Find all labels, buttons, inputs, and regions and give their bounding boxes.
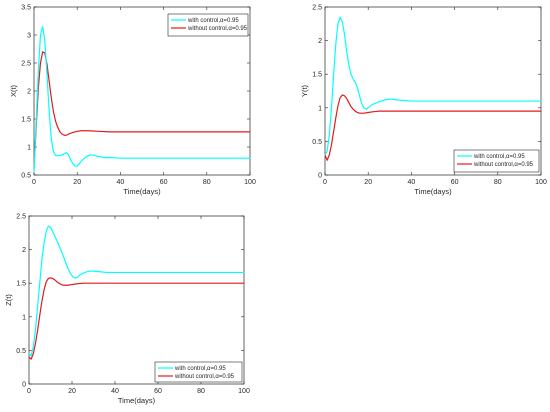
legend-box <box>453 149 540 173</box>
legend: with control,α=0.95 without control,α=0.9… <box>453 149 540 173</box>
x-tick-label: 20 <box>68 388 76 395</box>
x-tick-label: 20 <box>73 179 81 186</box>
chart-panel-1: 0 20 40 60 80 100 0.5 1 1.5 2 2.5 3 3.5 Time(days) X(t… <box>9 5 256 197</box>
x-tick-label: 0 <box>32 179 36 186</box>
series-line-without-control <box>33 51 251 170</box>
x-tick-label: 40 <box>117 179 125 186</box>
legend-label: without control,α=0.95 <box>187 26 248 32</box>
y-axis-label: X(t) <box>9 84 18 97</box>
legend-box <box>154 361 243 383</box>
y-tick-label: 2 <box>22 247 26 254</box>
legend: with control,α=0.95 without control,α=0.9… <box>154 361 243 383</box>
y-tick-label: 1.5 <box>312 72 322 79</box>
x-tick-label: 100 <box>244 179 256 186</box>
y-tick-label: 2.5 <box>16 214 26 221</box>
y-tick-label: 0 <box>318 173 322 180</box>
y-tick-label: 0.5 <box>16 348 26 355</box>
chart-panel-2: 0 20 40 60 80 100 0 0.5 1 1.5 2 2.5 Time(days) Y(t) wi… <box>300 5 547 197</box>
series-line-with-control <box>324 16 542 156</box>
y-tick-label: 0 <box>22 382 26 389</box>
y-tick-label: 1 <box>318 105 322 112</box>
y-tick-label: 3.5 <box>21 5 31 12</box>
series-line-with-control <box>28 225 245 357</box>
y-tick-label: 3 <box>27 33 31 40</box>
y-tick-label: 0.5 <box>312 139 322 146</box>
chart-panel-3: 0 20 40 60 80 100 0 0.5 1 1.5 2 2.5 Time(days) Z(t) wi… <box>4 214 250 406</box>
y-tick-label: 1.5 <box>21 117 31 124</box>
legend-label: with control,α=0.95 <box>174 366 226 372</box>
y-tick-label: 2.5 <box>312 5 322 12</box>
y-tick-label: 1.5 <box>16 281 26 288</box>
y-tick-label: 0.5 <box>21 173 31 180</box>
x-tick-label: 80 <box>494 179 502 186</box>
x-tick-label: 0 <box>27 388 31 395</box>
x-tick-label: 100 <box>535 179 547 186</box>
legend-label: with control,α=0.95 <box>473 154 525 160</box>
x-tick-label: 0 <box>323 179 327 186</box>
y-tick-label: 2.5 <box>21 61 31 68</box>
plot-frame <box>324 6 542 176</box>
series-line-with-control <box>33 26 251 173</box>
x-tick-label: 100 <box>238 388 250 395</box>
x-axis-label: Time(days) <box>123 187 161 196</box>
y-tick-label: 2 <box>318 38 322 45</box>
x-tick-label: 40 <box>408 179 416 186</box>
x-tick-label: 80 <box>203 179 211 186</box>
y-tick-label: 2 <box>27 89 31 96</box>
plot-frame <box>28 215 245 385</box>
legend-box <box>167 13 249 37</box>
legend-label: without control,α=0.95 <box>174 374 235 380</box>
series-line-without-control <box>324 94 542 161</box>
x-tick-label: 60 <box>160 179 168 186</box>
y-axis-label: Y(t) <box>300 84 309 97</box>
x-tick-label: 20 <box>364 179 372 186</box>
x-tick-label: 60 <box>154 388 162 395</box>
series-line-without-control <box>28 277 245 360</box>
y-tick-label: 1 <box>22 314 26 321</box>
legend-label: with control,α=0.95 <box>187 18 239 24</box>
x-axis-label: Time(days) <box>414 187 452 196</box>
x-tick-label: 80 <box>197 388 205 395</box>
x-tick-label: 40 <box>111 388 119 395</box>
y-axis-label: Z(t) <box>4 294 13 306</box>
x-axis-label: Time(days) <box>118 396 156 405</box>
x-tick-label: 60 <box>451 179 459 186</box>
legend: with control,α=0.95 without control,α=0.9… <box>167 13 249 37</box>
y-tick-label: 1 <box>27 145 31 152</box>
legend-label: without control,α=0.95 <box>473 162 534 168</box>
